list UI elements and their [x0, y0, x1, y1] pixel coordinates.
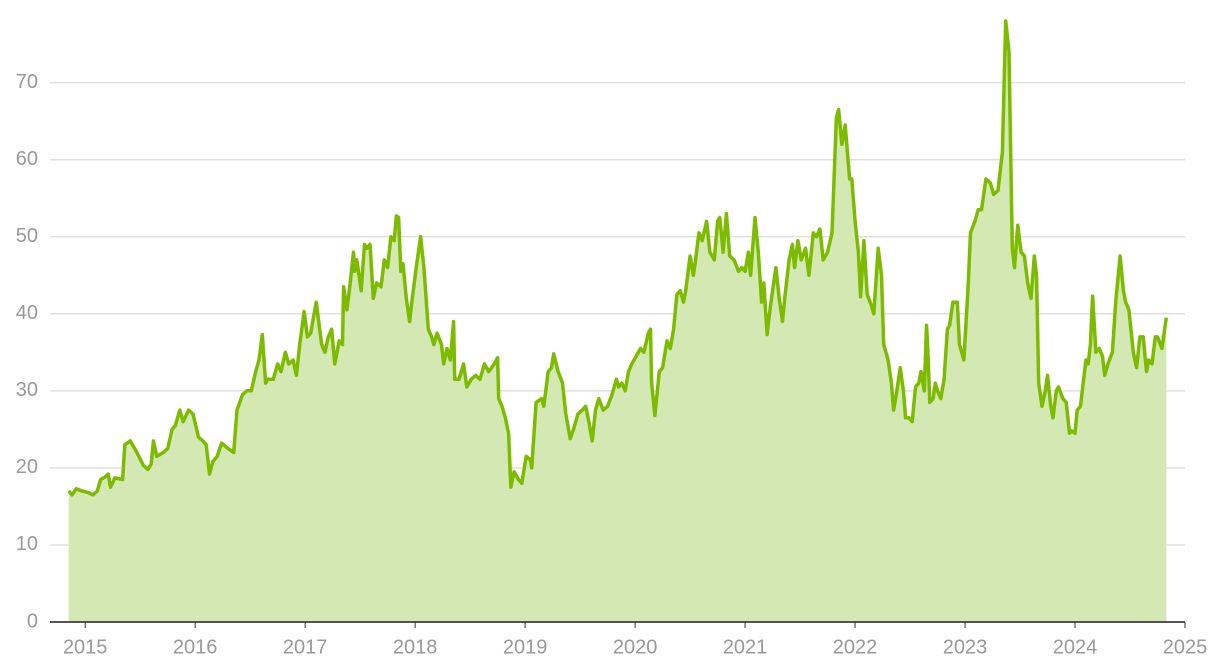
y-tick-label: 40 [16, 302, 38, 324]
x-tick-label: 2018 [393, 636, 438, 658]
y-tick-label: 20 [16, 456, 38, 478]
x-tick-label: 2021 [723, 636, 768, 658]
y-tick-label: 60 [16, 148, 38, 170]
y-tick-label: 0 [27, 610, 38, 632]
x-tick-label: 2015 [63, 636, 108, 658]
x-tick-label: 2022 [833, 636, 878, 658]
area-line [67, 19, 1169, 497]
x-tick-label: 2016 [173, 636, 218, 658]
x-tick-label: 2020 [613, 636, 658, 658]
x-tick-label: 2025 [1163, 636, 1208, 658]
area-fill [68, 21, 1167, 622]
y-tick-label: 50 [16, 225, 38, 247]
y-tick-label: 70 [16, 71, 38, 93]
x-tick-label: 2024 [1053, 636, 1098, 658]
x-tick-label: 2019 [503, 636, 548, 658]
y-tick-label: 10 [16, 533, 38, 555]
y-tick-label: 30 [16, 379, 38, 401]
x-tick-label: 2017 [283, 636, 328, 658]
x-tick-label: 2023 [943, 636, 988, 658]
